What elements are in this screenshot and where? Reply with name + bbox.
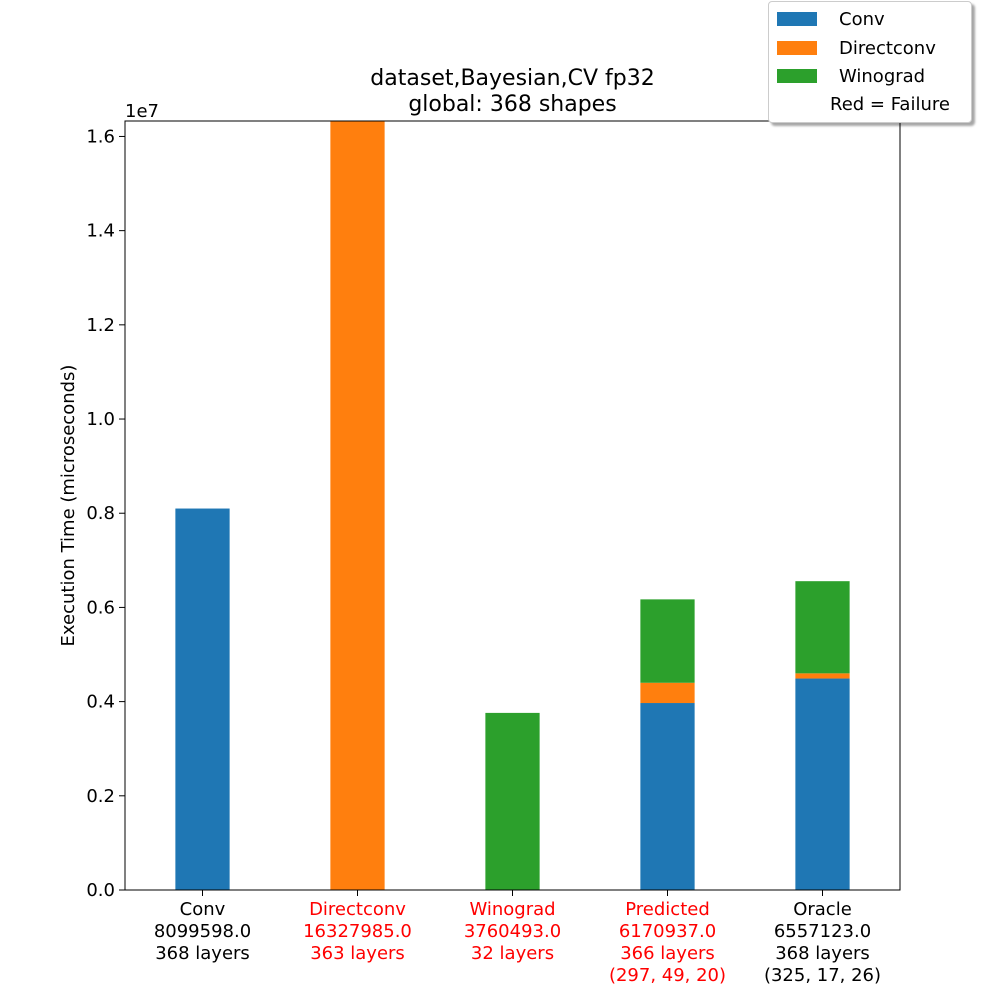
- x-tick-label-oracle: Oracle 6557123.0 368 layers (325, 17, 26): [764, 899, 881, 986]
- y-tick-label: 1.2: [86, 315, 115, 336]
- bar-conv-predicted: [640, 703, 695, 890]
- x-tick-label-conv: Conv 8099598.0 368 layers: [154, 899, 251, 964]
- y-axis-label: Execution Time (microseconds): [58, 365, 79, 647]
- legend-swatch-directconv: [777, 41, 817, 55]
- chart-title: dataset,Bayesian,CV fp32 global: 368 shap…: [370, 66, 654, 117]
- y-tick-label: 0.6: [86, 597, 115, 618]
- x-tick-label-line: 368 layers: [775, 943, 870, 964]
- x-tick-label-line: 16327985.0: [303, 921, 412, 942]
- legend-swatch-conv: [777, 12, 817, 26]
- bar-conv-conv: [175, 508, 230, 890]
- x-tick-label-line: Winograd: [469, 899, 555, 920]
- x-tick-label-line: 6170937.0: [619, 921, 716, 942]
- x-tick-label-line: 6557123.0: [774, 921, 871, 942]
- bar-directconv-directconv: [330, 121, 385, 890]
- legend-item-conv: Conv: [777, 8, 885, 30]
- x-tick-label-line: (297, 49, 20): [609, 965, 726, 986]
- x-tick-label-line: 3760493.0: [464, 921, 561, 942]
- chart-title-line: dataset,Bayesian,CV fp32: [370, 66, 654, 91]
- y-offset-label: 1e7: [125, 101, 159, 122]
- y-tick-label: 0.2: [86, 786, 115, 807]
- legend-label-winograd: Winograd: [839, 65, 926, 87]
- bar-directconv-predicted: [640, 682, 695, 704]
- x-tick-label-directconv: Directconv 16327985.0 363 layers: [303, 899, 412, 964]
- x-tick-label-line: 363 layers: [310, 943, 405, 964]
- x-tick-label-winograd: Winograd 3760493.0 32 layers: [464, 899, 561, 964]
- legend-label-directconv: Directconv: [839, 37, 936, 59]
- x-tick-label-predicted: Predicted 6170937.0 366 layers (297, 49, 20…: [609, 899, 726, 986]
- legend: Conv Directconv Winograd Red = Failure: [768, 1, 972, 123]
- bar-winograd-predicted: [640, 599, 695, 683]
- legend-failure-note: Red = Failure: [830, 94, 950, 115]
- legend-item-directconv: Directconv: [777, 37, 936, 59]
- legend-item-winograd: Winograd: [777, 65, 925, 87]
- bar-directconv-oracle: [795, 673, 850, 679]
- legend-swatch-winograd: [777, 69, 817, 83]
- x-tick-label-line: Directconv: [309, 899, 406, 920]
- y-tick-label: 1.4: [86, 221, 115, 242]
- x-tick-label-line: Oracle: [793, 899, 852, 920]
- bar-conv-oracle: [795, 678, 850, 890]
- x-tick-label-line: 8099598.0: [154, 921, 251, 942]
- x-tick-label-line: Predicted: [625, 899, 710, 920]
- x-tick-label-line: 366 layers: [620, 943, 715, 964]
- chart-title-line: global: 368 shapes: [408, 92, 616, 117]
- x-tick-label-line: 368 layers: [155, 943, 250, 964]
- y-tick-label: 1.6: [86, 126, 115, 147]
- legend-label-conv: Conv: [839, 8, 885, 30]
- x-tick-label-line: 32 layers: [471, 943, 554, 964]
- bar-winograd-oracle: [795, 581, 850, 674]
- y-tick-label: 0.0: [86, 880, 115, 901]
- x-tick-label-line: Conv: [180, 899, 226, 920]
- y-tick-label: 1.0: [86, 409, 115, 430]
- bar-winograd-winograd: [485, 712, 540, 890]
- x-tick-label-line: (325, 17, 26): [764, 965, 881, 986]
- y-tick-label: 0.8: [86, 503, 115, 524]
- y-tick-label: 0.4: [86, 692, 115, 713]
